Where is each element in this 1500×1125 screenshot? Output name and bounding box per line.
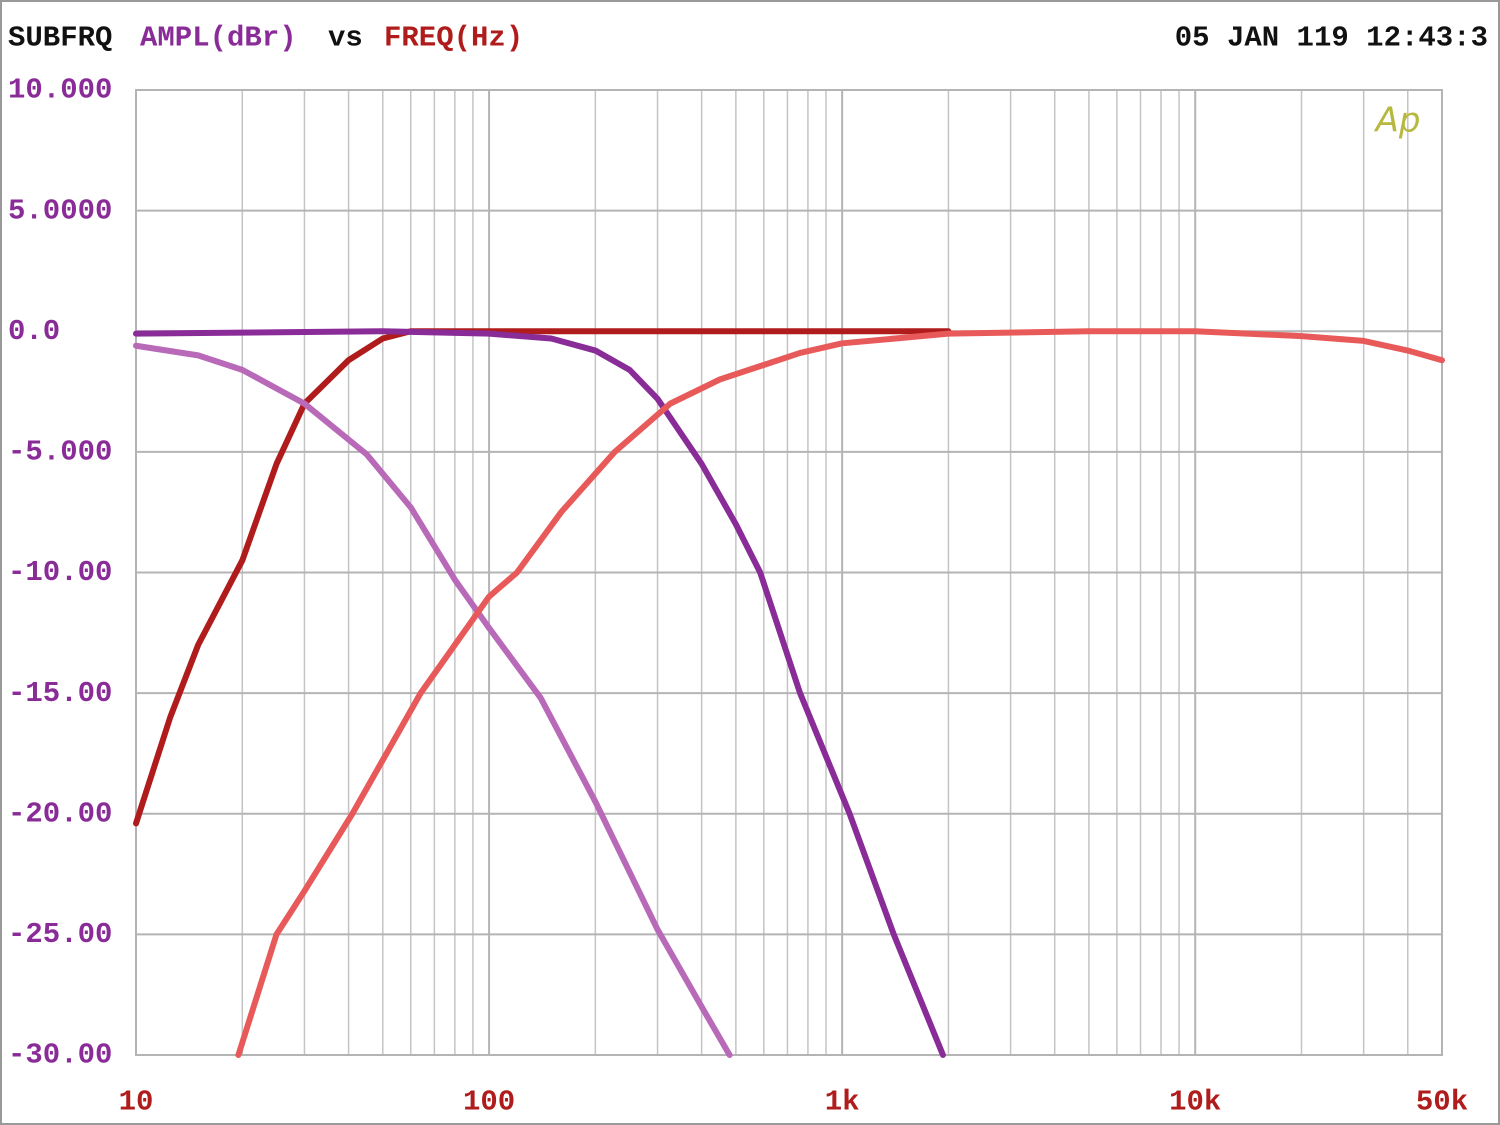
y-tick-label: 10.000 (8, 74, 112, 107)
x-axis-label: FREQ(Hz) (384, 22, 523, 55)
y-tick-label: -5.000 (8, 436, 112, 469)
logo: Ap (1374, 101, 1421, 141)
x-tick-label: 1k (825, 1086, 860, 1119)
title-joiner: vs (328, 22, 363, 55)
x-tick-label: 50k (1416, 1086, 1468, 1119)
plot-border (135, 89, 1443, 1056)
y-tick-label: -20.00 (8, 797, 112, 830)
title-prefix: SUBFRQ (8, 22, 112, 55)
y-tick-label: -30.00 (8, 1039, 112, 1072)
y-tick-label: 5.0000 (8, 194, 112, 227)
y-tick-label: -25.00 (8, 918, 112, 951)
grid (135, 89, 1443, 1056)
y-axis-label: AMPL(dBr) (140, 22, 297, 55)
y-tick-label: -10.00 (8, 556, 112, 589)
x-tick-label: 100 (463, 1086, 515, 1119)
y-tick-label: 0.0 (8, 315, 60, 348)
series-line (133, 328, 946, 1058)
series-line (235, 328, 1445, 1058)
x-tick-label: 10k (1169, 1086, 1221, 1119)
timestamp: 05 JAN 119 12:43:3 (1175, 22, 1488, 55)
y-tick-label: -15.00 (8, 677, 112, 710)
x-tick-label: 10 (119, 1086, 154, 1119)
series-line (133, 342, 733, 1058)
